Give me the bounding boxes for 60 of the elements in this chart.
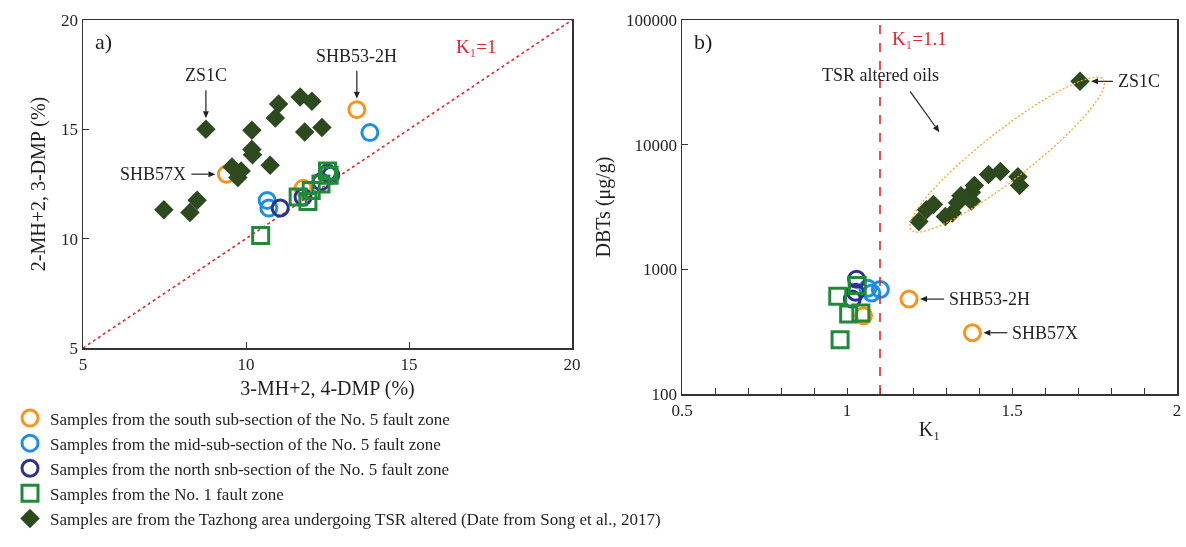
legend-label: Samples from the north snb-section of the No. 5 fault zone [50,459,449,479]
point [180,202,200,223]
point [312,117,332,138]
point [899,289,919,309]
y-tick-label: 100000 [626,10,678,30]
point [196,119,216,140]
annotation: a) [95,29,113,54]
x-tick-label: 2 [1172,400,1182,420]
point [251,225,271,245]
point [154,200,174,220]
x-tick-label: 1 [842,400,852,420]
point [847,275,867,295]
point [962,323,982,343]
annotation: TSR altered oils [822,65,939,85]
y-tick-label: 20 [61,10,79,30]
annotation: SHB53-2H [949,289,1031,309]
y-tick-label: 5 [69,338,79,358]
annotation: SHB57X [1012,323,1079,343]
legend-label: Samples are from the Tazhong area undergoing TSR altered (Date from Song et al., 2017) [50,510,661,530]
point [288,187,308,207]
point [270,198,290,218]
x-tick-label: 1.5 [1001,400,1023,420]
point [301,181,321,201]
x-axis-title: 3-MH+2, 4-DMP (%) [240,377,415,401]
y-axis-title: 2-MH+2, 3-DMP (%) [26,96,50,272]
annotation: SHB57X [120,164,187,184]
point [830,330,850,350]
y-tick-label: 15 [61,120,79,140]
point [187,190,207,210]
annotation: ZS1C [185,65,228,85]
x-tick-label: 20 [563,354,581,374]
y-tick-label: 10000 [634,135,678,155]
point [294,122,315,142]
legend-label: Samples from the south sub-section of the No. 5 fault zone [50,409,450,429]
y-tick-label: 10 [61,229,79,249]
y-tick-label: 1000 [643,260,678,280]
point [302,91,322,112]
annotation: SHB53-2H [316,46,398,66]
point [347,100,367,120]
x-axis-title: K₁ [918,418,941,440]
y-axis-title: DBTs (μg/g) [591,156,615,258]
x-tick-label: 10 [237,354,255,374]
point [360,123,380,143]
ref-line-label: K₁=1.1 [892,28,947,49]
legend-label: Samples from the mid-sub-section of the No. 5 fault zone [50,434,441,454]
series-label: K₁=1 [456,36,497,57]
point [268,94,289,114]
x-tick-label: 15 [400,354,418,374]
legend-label: Samples from the No. 1 fault zone [50,484,284,504]
point [839,304,859,324]
point [260,155,280,175]
point [242,120,262,140]
annotation: b) [694,29,713,54]
point [1070,71,1090,92]
point [909,211,929,232]
annotation: ZS1C [1118,71,1161,91]
point [298,191,318,211]
point [828,286,848,306]
point [990,161,1011,182]
point [265,108,286,128]
